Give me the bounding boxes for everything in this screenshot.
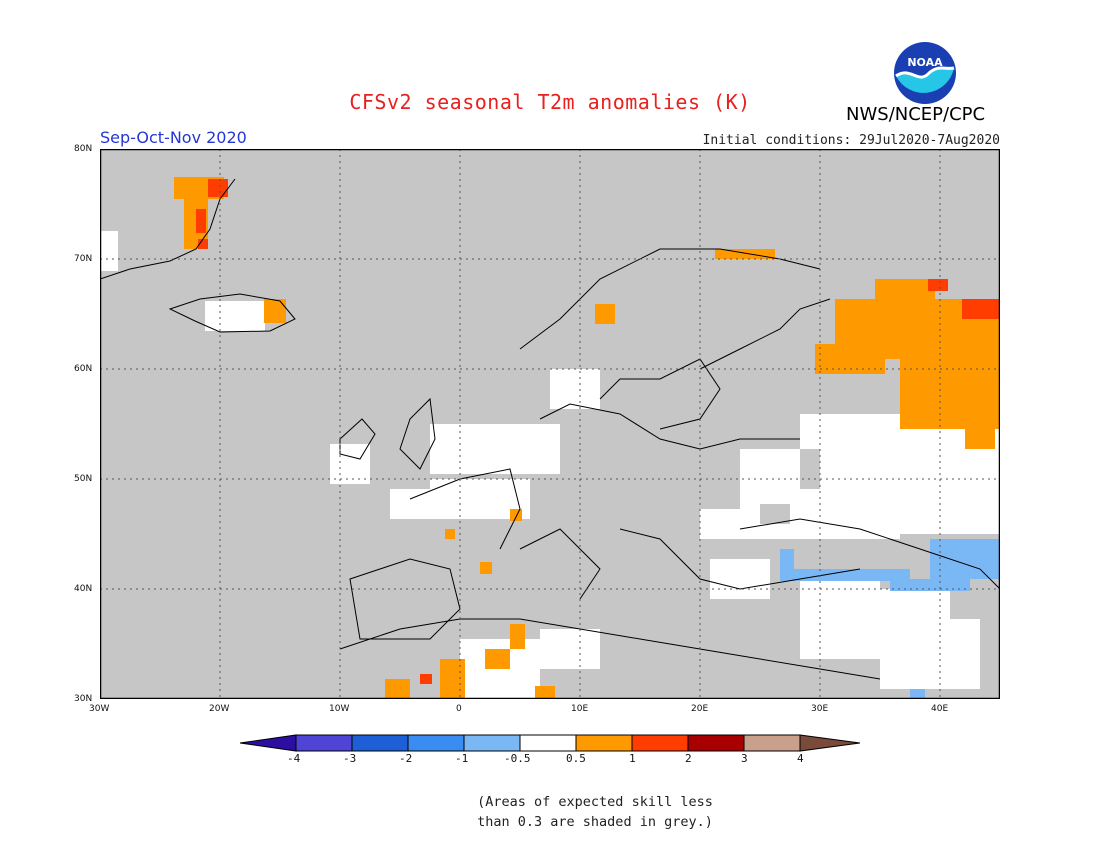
colorbar-bin-5: [519, 734, 577, 752]
colorbar: [240, 734, 860, 752]
colorbar-bin-1: [295, 734, 353, 752]
colorbar-label-minus05: -0.5: [504, 752, 531, 765]
colorbar-label-minus1: -1: [455, 752, 469, 765]
colorbar-bin-2: [351, 734, 409, 752]
skill-note-line-2: than 0.3 are shaded in grey.): [477, 814, 713, 830]
colorbar-bin-3: [407, 734, 465, 752]
colorbar-label-minus4: -4: [287, 752, 301, 765]
colorbar-arrow-right: [799, 734, 860, 752]
colorbar-bin-4: [463, 734, 521, 752]
colorbar-label-4: 4: [797, 752, 804, 765]
colorbar-label-2: 2: [685, 752, 692, 765]
initial-conditions-label: Initial conditions: 29Jul2020-7Aug2020: [702, 133, 1000, 148]
lat-tick-30n: 30N: [74, 694, 93, 704]
colorbar-label-05: 0.5: [566, 752, 586, 765]
colorbar-bin-6: [575, 734, 633, 752]
skill-note: (Areas of expected skill less than 0.3 a…: [470, 792, 720, 832]
lon-tick-40e: 40E: [931, 704, 949, 714]
season-label: Sep-Oct-Nov 2020: [100, 128, 247, 147]
lat-tick-60n: 60N: [74, 364, 93, 374]
lon-tick-10e: 10E: [571, 704, 589, 714]
noaa-logo: NOAA: [894, 42, 956, 104]
map-title: CFSv2 seasonal T2m anomalies (K): [349, 90, 751, 114]
lat-tick-80n: 80N: [74, 144, 93, 154]
coastlines: [100, 178, 1000, 680]
colorbar-bin-9: [743, 734, 801, 752]
colorbar-label-3: 3: [741, 752, 748, 765]
colorbar-arrow-left: [240, 734, 297, 752]
lon-tick-20w: 20W: [209, 704, 230, 714]
colorbar-label-1: 1: [629, 752, 636, 765]
colorbar-label-minus3: -3: [343, 752, 357, 765]
organization-label: NWS/NCEP/CPC: [846, 104, 986, 125]
lon-tick-30e: 30E: [811, 704, 829, 714]
anomaly-map: [100, 149, 1000, 699]
gridlines: [100, 149, 1000, 699]
lon-tick-0: 0: [456, 704, 462, 714]
colorbar-bin-7: [631, 734, 689, 752]
hot-regions: [196, 179, 1000, 684]
colorbar-bin-8: [687, 734, 745, 752]
lat-tick-40n: 40N: [74, 584, 93, 594]
svg-text:NOAA: NOAA: [907, 56, 943, 69]
colorbar-label-minus2: -2: [399, 752, 413, 765]
lon-tick-30w: 30W: [89, 704, 110, 714]
lat-tick-70n: 70N: [74, 254, 93, 264]
lon-tick-10w: 10W: [329, 704, 350, 714]
cool-regions: [780, 539, 1000, 699]
lat-tick-50n: 50N: [74, 474, 93, 484]
lon-tick-20e: 20E: [691, 704, 709, 714]
skill-note-line-1: (Areas of expected skill less: [477, 794, 713, 810]
